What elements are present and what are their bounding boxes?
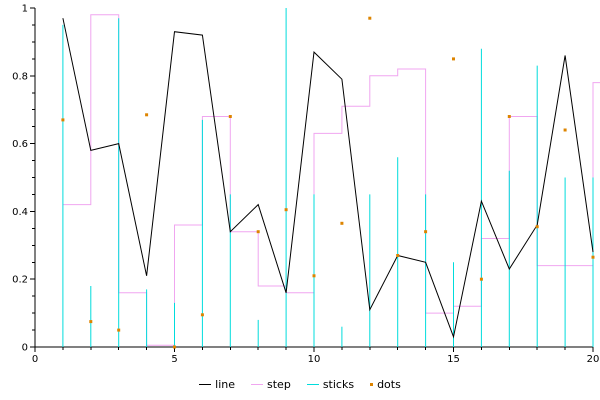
x-tick-label: 5 [171, 354, 177, 365]
legend-marker-dots-icon [370, 382, 374, 386]
legend-item-dots[interactable]: dots [370, 378, 401, 391]
series-sticks [62, 8, 594, 347]
chart-canvas: 00.20.40.60.810 5 10 15 20 [12, 4, 600, 365]
y-tick-label: 0.2 [12, 275, 28, 286]
y-tick-label: 0.4 [12, 207, 28, 218]
series-dots [61, 16, 595, 349]
series-step [62, 14, 600, 346]
x-axis: 0 5 10 15 20 [32, 346, 600, 365]
y-tick-label: 0.8 [12, 71, 28, 82]
x-tick-label: 0 [32, 354, 38, 365]
legend-item-sticks[interactable]: sticks [306, 377, 355, 391]
x-tick-label: 10 [308, 354, 321, 365]
plot-area: 0 0.2 0.4 0.6 0.8 1 0 5 10 15 20 [12, 4, 600, 365]
y-tick-label: 0 [22, 343, 28, 354]
legend-label-dots: dots [377, 377, 401, 391]
x-tick-label: 20 [587, 354, 600, 365]
legend-label-step: step [267, 377, 291, 391]
legend: line step sticks dots [0, 368, 600, 400]
y-tick-label: 1 [22, 4, 28, 15]
legend-label-line: line [215, 377, 236, 391]
y-tick-label: 0.6 [12, 139, 28, 150]
legend-item-line[interactable]: line [199, 378, 235, 391]
series-line [62, 18, 594, 339]
legend-marker-line-icon [199, 383, 212, 385]
legend-label-sticks: sticks [322, 377, 355, 391]
legend-marker-step-icon [251, 383, 264, 385]
legend-marker-sticks-icon [306, 383, 319, 385]
y-axis: 0 0.2 0.4 0.6 0.8 1 [12, 4, 36, 354]
x-tick-label: 15 [447, 354, 460, 365]
legend-item-step[interactable]: step [251, 378, 291, 391]
